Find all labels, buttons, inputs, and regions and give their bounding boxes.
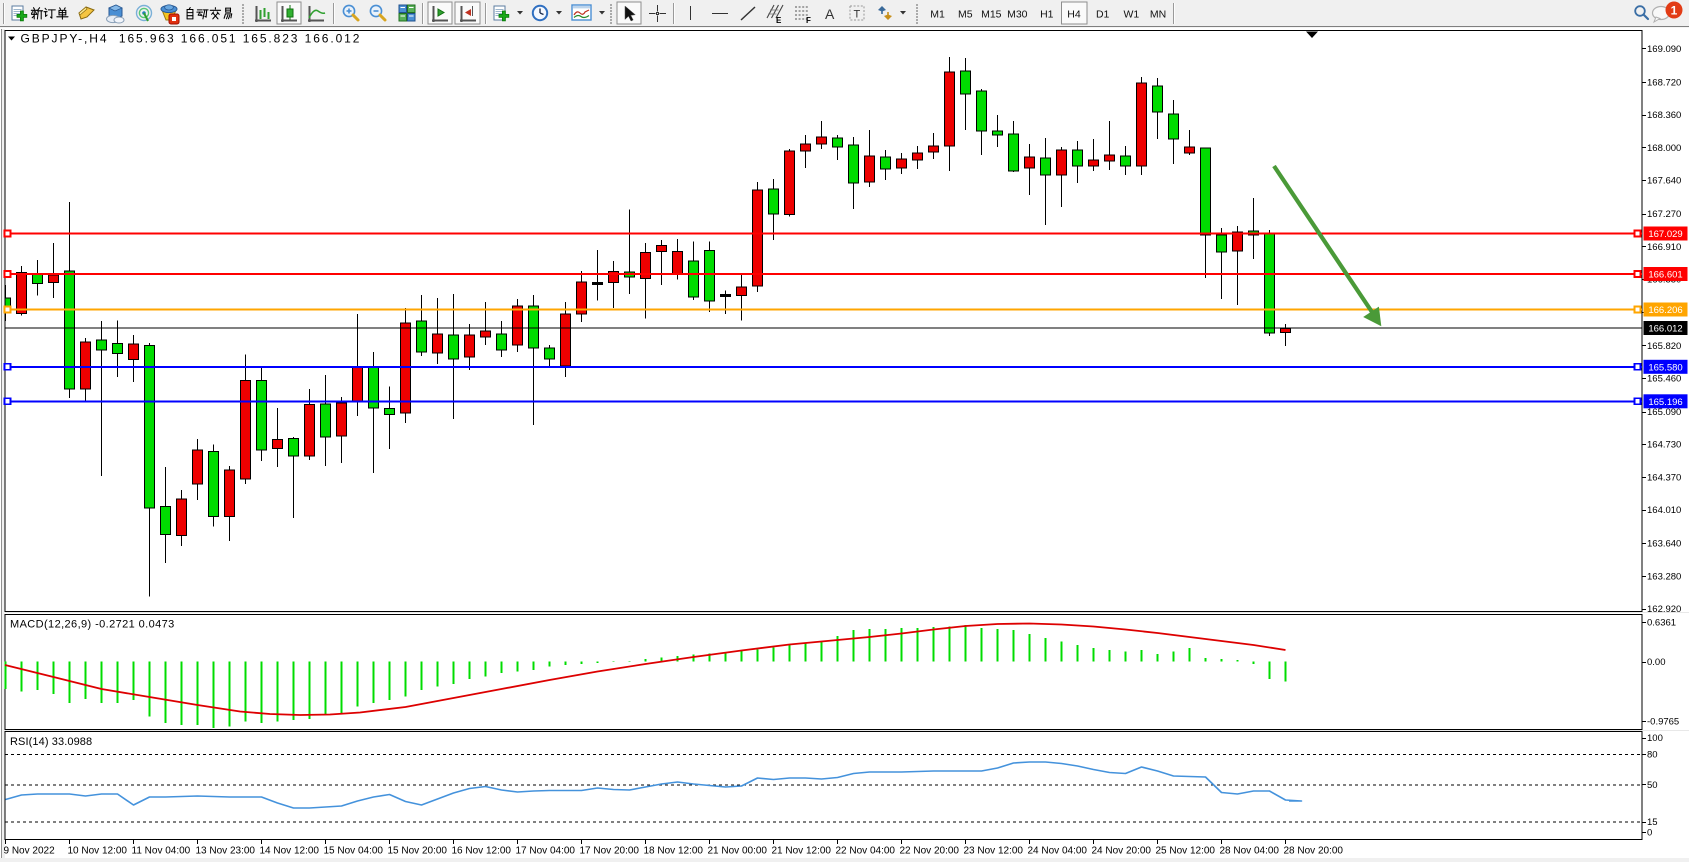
svg-text:163.640: 163.640 <box>1647 539 1681 550</box>
svg-text:H4: H4 <box>1067 9 1081 21</box>
svg-text:9 Nov 2022: 9 Nov 2022 <box>4 846 56 857</box>
svg-text:17 Nov 04:00: 17 Nov 04:00 <box>516 846 576 857</box>
svg-text:13 Nov 23:00: 13 Nov 23:00 <box>196 846 256 857</box>
svg-text:167.640: 167.640 <box>1647 176 1681 187</box>
svg-text:18 Nov 12:00: 18 Nov 12:00 <box>644 846 704 857</box>
svg-text:166.012: 166.012 <box>1648 324 1682 335</box>
svg-text:168.000: 168.000 <box>1647 143 1681 154</box>
svg-text:50: 50 <box>1647 780 1658 791</box>
svg-text:RSI(14) 33.0988: RSI(14) 33.0988 <box>10 736 92 748</box>
svg-text:100: 100 <box>1647 733 1663 744</box>
svg-text:0.00: 0.00 <box>1647 657 1666 668</box>
svg-text:15 Nov 20:00: 15 Nov 20:00 <box>388 846 448 857</box>
svg-text:168.720: 168.720 <box>1647 77 1681 88</box>
svg-text:165.196: 165.196 <box>1648 397 1682 408</box>
svg-text:11 Nov 04:00: 11 Nov 04:00 <box>132 846 191 857</box>
svg-text:21 Nov 00:00: 21 Nov 00:00 <box>708 846 768 857</box>
svg-text:M30: M30 <box>1007 9 1028 21</box>
svg-text:MACD(12,26,9) -0.2721 0.0473: MACD(12,26,9) -0.2721 0.0473 <box>10 619 175 631</box>
svg-text:E: E <box>776 16 782 25</box>
svg-text:17 Nov 20:00: 17 Nov 20:00 <box>580 846 640 857</box>
svg-text:-0.9765: -0.9765 <box>1647 717 1679 728</box>
svg-text:165.820: 165.820 <box>1647 341 1681 352</box>
svg-text:169.090: 169.090 <box>1647 44 1681 55</box>
svg-text:168.360: 168.360 <box>1647 110 1681 121</box>
svg-text:164.730: 164.730 <box>1647 440 1681 451</box>
svg-text:15 Nov 04:00: 15 Nov 04:00 <box>324 846 384 857</box>
svg-text:14 Nov 12:00: 14 Nov 12:00 <box>260 846 320 857</box>
svg-text:1: 1 <box>1671 4 1678 18</box>
svg-text:28 Nov 04:00: 28 Nov 04:00 <box>1220 846 1280 857</box>
svg-text:0: 0 <box>1647 828 1652 839</box>
svg-text:166.601: 166.601 <box>1648 270 1682 281</box>
svg-text:164.010: 164.010 <box>1647 505 1681 516</box>
svg-text:T: T <box>854 9 861 21</box>
svg-text:24 Nov 04:00: 24 Nov 04:00 <box>1028 846 1088 857</box>
svg-text:25 Nov 12:00: 25 Nov 12:00 <box>1156 846 1216 857</box>
svg-text:10 Nov 12:00: 10 Nov 12:00 <box>68 846 128 857</box>
svg-text:164.370: 164.370 <box>1647 472 1681 483</box>
svg-text:24 Nov 20:00: 24 Nov 20:00 <box>1092 846 1152 857</box>
svg-text:0.6361: 0.6361 <box>1647 618 1676 629</box>
svg-text:166.910: 166.910 <box>1647 242 1681 253</box>
svg-text:167.270: 167.270 <box>1647 209 1681 220</box>
svg-text:16 Nov 12:00: 16 Nov 12:00 <box>452 846 512 857</box>
svg-text:22 Nov 20:00: 22 Nov 20:00 <box>900 846 960 857</box>
svg-text:167.029: 167.029 <box>1648 229 1682 240</box>
svg-text:165.090: 165.090 <box>1647 407 1681 418</box>
svg-text:M15: M15 <box>981 9 1002 21</box>
svg-text:21 Nov 12:00: 21 Nov 12:00 <box>772 846 832 857</box>
svg-text:165.580: 165.580 <box>1648 362 1682 373</box>
svg-text:22 Nov 04:00: 22 Nov 04:00 <box>836 846 896 857</box>
svg-text:GBPJPY-,H4 165.963 166.051 16: GBPJPY-,H4 165.963 166.051 165.823 166.0… <box>21 32 362 46</box>
svg-text:MN: MN <box>1150 9 1166 21</box>
svg-text:A: A <box>825 6 835 22</box>
svg-text:M5: M5 <box>958 9 973 21</box>
svg-text:H1: H1 <box>1040 9 1054 21</box>
svg-text:W1: W1 <box>1124 9 1140 21</box>
svg-text:165.460: 165.460 <box>1647 373 1681 384</box>
svg-text:166.206: 166.206 <box>1648 305 1682 316</box>
svg-text:15: 15 <box>1647 817 1658 828</box>
svg-text:F: F <box>806 16 811 25</box>
svg-text:80: 80 <box>1647 750 1658 761</box>
svg-text:23 Nov 12:00: 23 Nov 12:00 <box>964 846 1024 857</box>
svg-text:163.280: 163.280 <box>1647 571 1681 582</box>
svg-text:M1: M1 <box>930 9 945 21</box>
svg-text:162.920: 162.920 <box>1647 604 1681 615</box>
svg-text:D1: D1 <box>1096 9 1110 21</box>
svg-text:28 Nov 20:00: 28 Nov 20:00 <box>1284 846 1344 857</box>
